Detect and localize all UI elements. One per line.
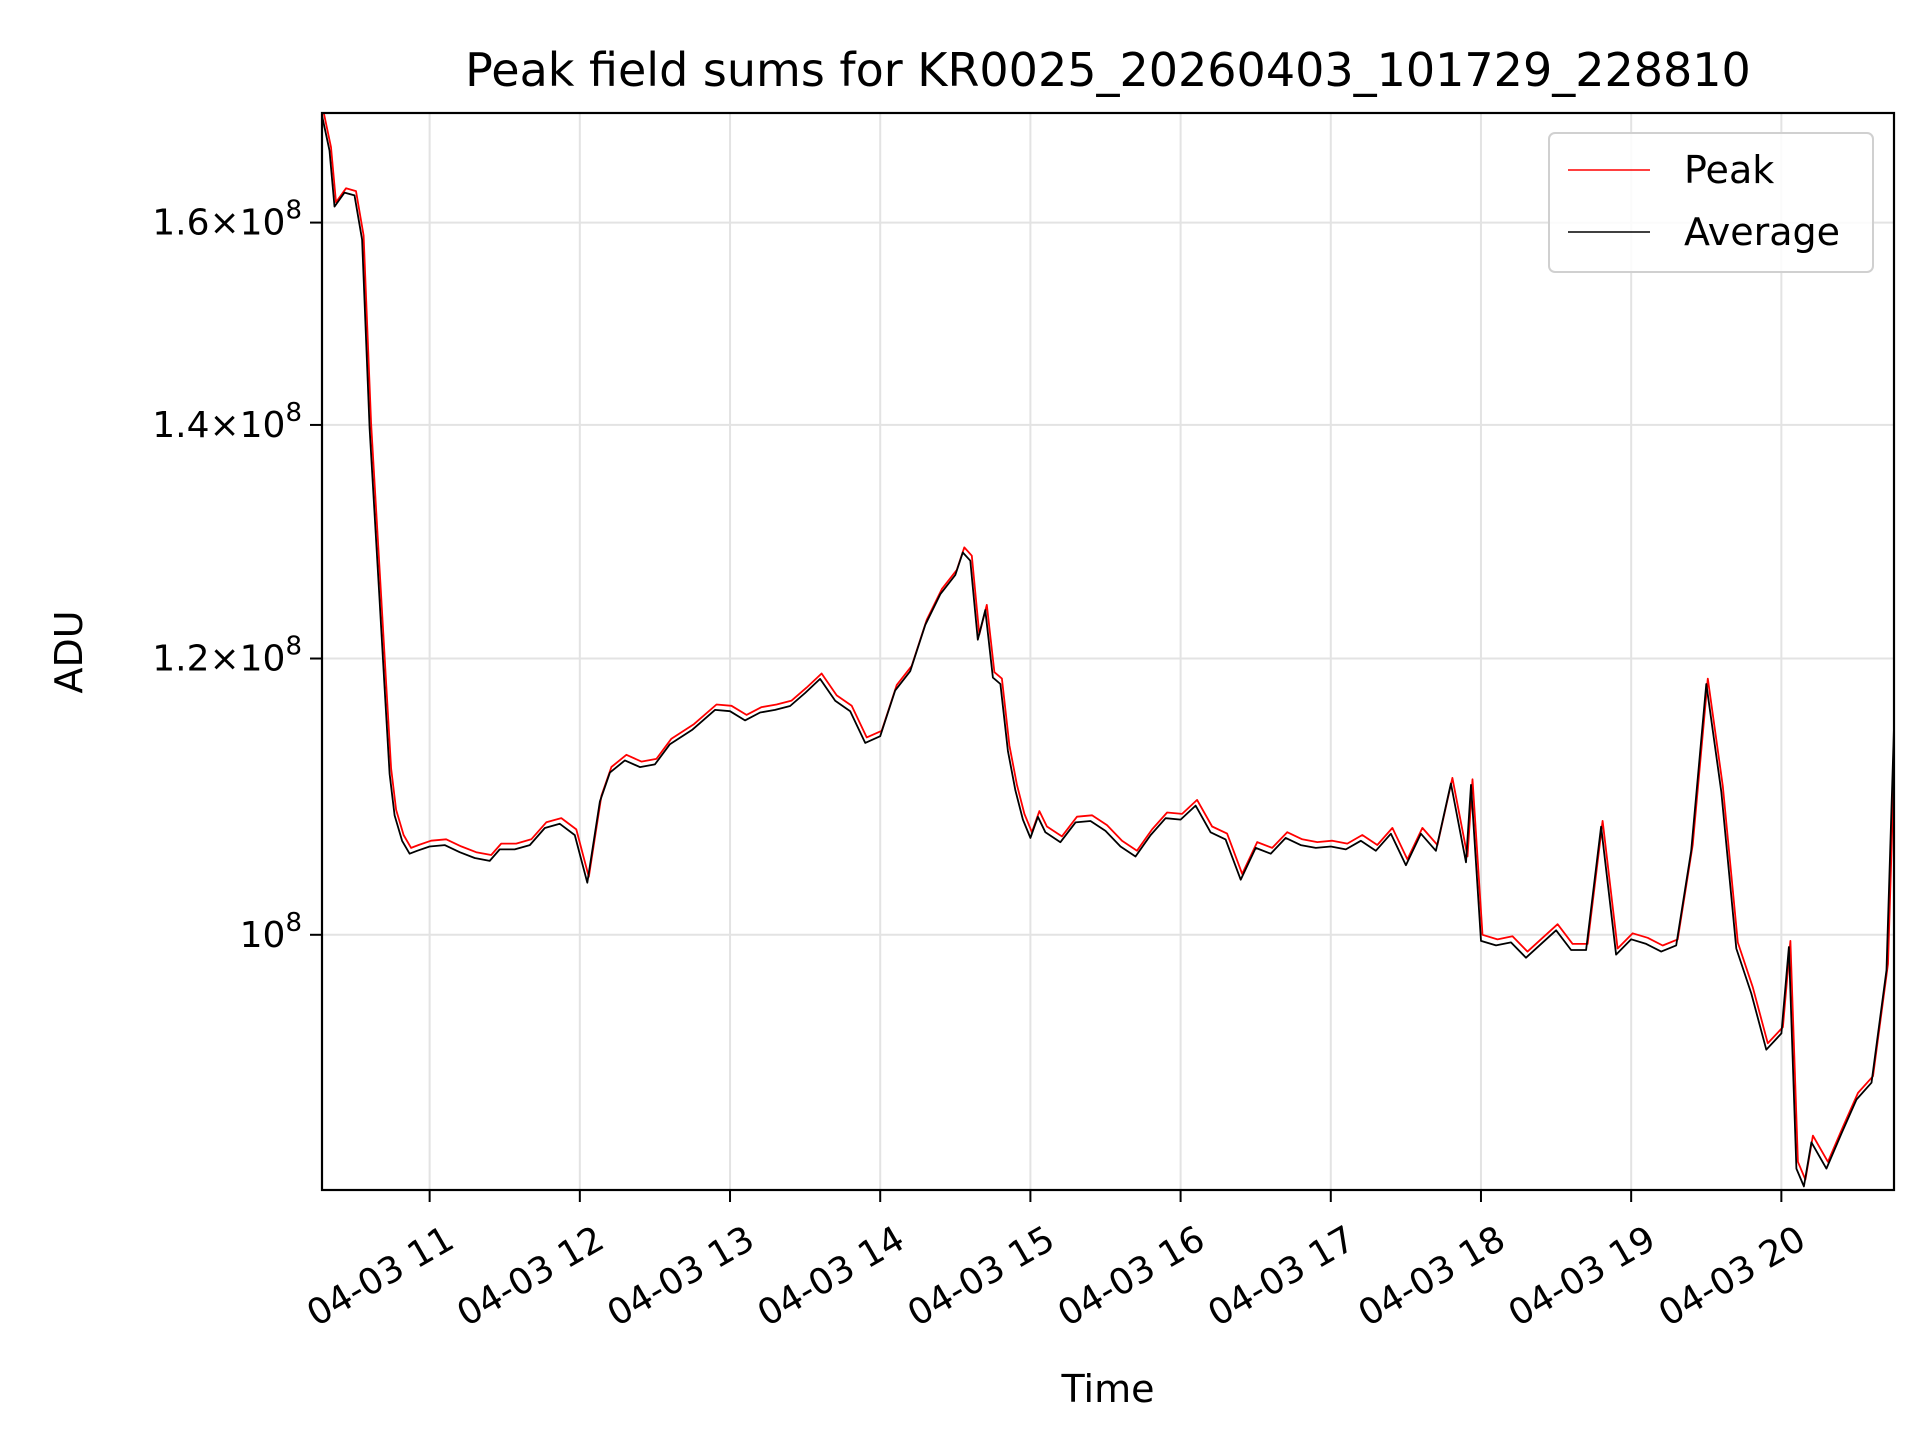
- y-tick-exponent: 8: [285, 196, 302, 226]
- chart-title: Peak field sums for KR0025_20260403_1017…: [465, 43, 1751, 97]
- y-tick-label: 1.4×108: [152, 398, 302, 446]
- plot-area-frame: [320, 111, 1896, 1192]
- y-tick-mantissa: 1.6×10: [152, 203, 285, 244]
- y-tick-exponent: 8: [285, 398, 302, 428]
- y-axis-label: ADU: [47, 610, 91, 693]
- legend-label-peak: Peak: [1684, 148, 1774, 192]
- legend-box: [1548, 132, 1874, 273]
- y-tick-mantissa: 1.4×10: [152, 405, 285, 446]
- legend-label-average: Average: [1684, 210, 1840, 254]
- y-tick-label: 1.2×108: [152, 632, 302, 680]
- y-tick-exponent: 8: [285, 908, 302, 938]
- y-tick-exponent: 8: [285, 632, 302, 662]
- series-layer: [322, 113, 1894, 1188]
- y-tick-label: 108: [240, 908, 302, 956]
- y-tick-label: 1.6×108: [152, 196, 302, 244]
- legend: Peak Average: [1548, 132, 1874, 273]
- y-tick-mantissa: 1.2×10: [152, 639, 285, 680]
- x-axis-label: Time: [1061, 1367, 1155, 1411]
- y-tick-base: 10: [240, 915, 286, 956]
- series-line-peak: [322, 113, 1894, 1181]
- series-line-average: [322, 115, 1894, 1188]
